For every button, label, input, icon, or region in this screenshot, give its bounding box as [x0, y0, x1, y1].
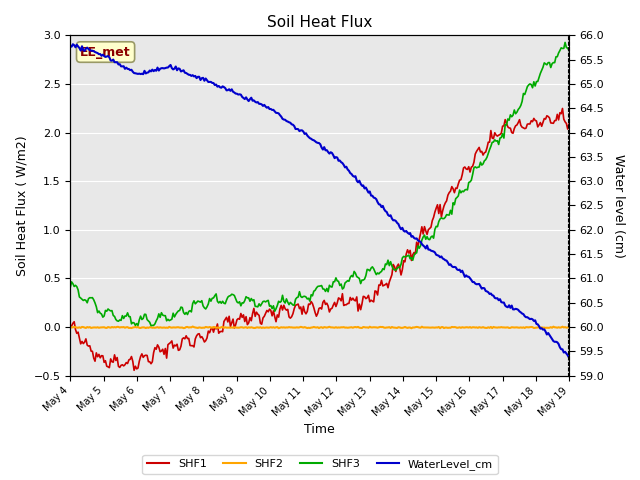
- SHF2: [408, 325, 415, 331]
- SHF1: [497, 131, 505, 136]
- WaterLevel_cm: [563, 351, 570, 357]
- SHF3: [99, 314, 107, 320]
- SHF2: [189, 324, 196, 329]
- WaterLevel_cm: [100, 53, 108, 59]
- Legend: SHF1, SHF2, SHF3, WaterLevel_cm: SHF1, SHF2, SHF3, WaterLevel_cm: [142, 455, 498, 474]
- SHF2: [99, 324, 107, 330]
- SHF2: [67, 325, 74, 331]
- SHF1: [131, 367, 138, 373]
- Line: SHF2: SHF2: [70, 326, 569, 328]
- Title: Soil Heat Flux: Soil Heat Flux: [267, 15, 372, 30]
- SHF1: [423, 231, 431, 237]
- SHF2: [499, 324, 506, 330]
- WaterLevel_cm: [84, 46, 92, 52]
- X-axis label: Time: Time: [304, 423, 335, 436]
- SHF1: [564, 126, 572, 132]
- SHF2: [424, 324, 432, 330]
- SHF2: [324, 324, 332, 330]
- SHF1: [565, 121, 573, 127]
- WaterLevel_cm: [565, 355, 573, 360]
- Y-axis label: Soil Heat Flux ( W/m2): Soil Heat Flux ( W/m2): [15, 135, 28, 276]
- SHF3: [564, 45, 572, 51]
- WaterLevel_cm: [324, 149, 332, 155]
- Line: SHF3: SHF3: [70, 42, 569, 325]
- Line: SHF1: SHF1: [70, 108, 569, 370]
- SHF1: [324, 303, 332, 309]
- SHF3: [147, 323, 155, 328]
- SHF3: [497, 135, 505, 141]
- WaterLevel_cm: [67, 43, 74, 48]
- SHF2: [565, 324, 573, 330]
- SHF1: [559, 106, 566, 111]
- SHF3: [67, 285, 74, 290]
- SHF1: [67, 323, 74, 328]
- SHF3: [561, 39, 569, 45]
- WaterLevel_cm: [497, 300, 505, 305]
- SHF2: [83, 324, 91, 330]
- SHF1: [83, 342, 91, 348]
- SHF3: [83, 300, 91, 306]
- SHF3: [423, 234, 431, 240]
- SHF3: [565, 48, 573, 53]
- WaterLevel_cm: [423, 243, 431, 249]
- SHF3: [324, 289, 332, 295]
- WaterLevel_cm: [69, 41, 77, 47]
- SHF2: [564, 324, 572, 330]
- Line: WaterLevel_cm: WaterLevel_cm: [70, 44, 569, 358]
- Y-axis label: Water level (cm): Water level (cm): [612, 154, 625, 257]
- SHF1: [99, 353, 107, 359]
- Text: EE_met: EE_met: [80, 46, 131, 59]
